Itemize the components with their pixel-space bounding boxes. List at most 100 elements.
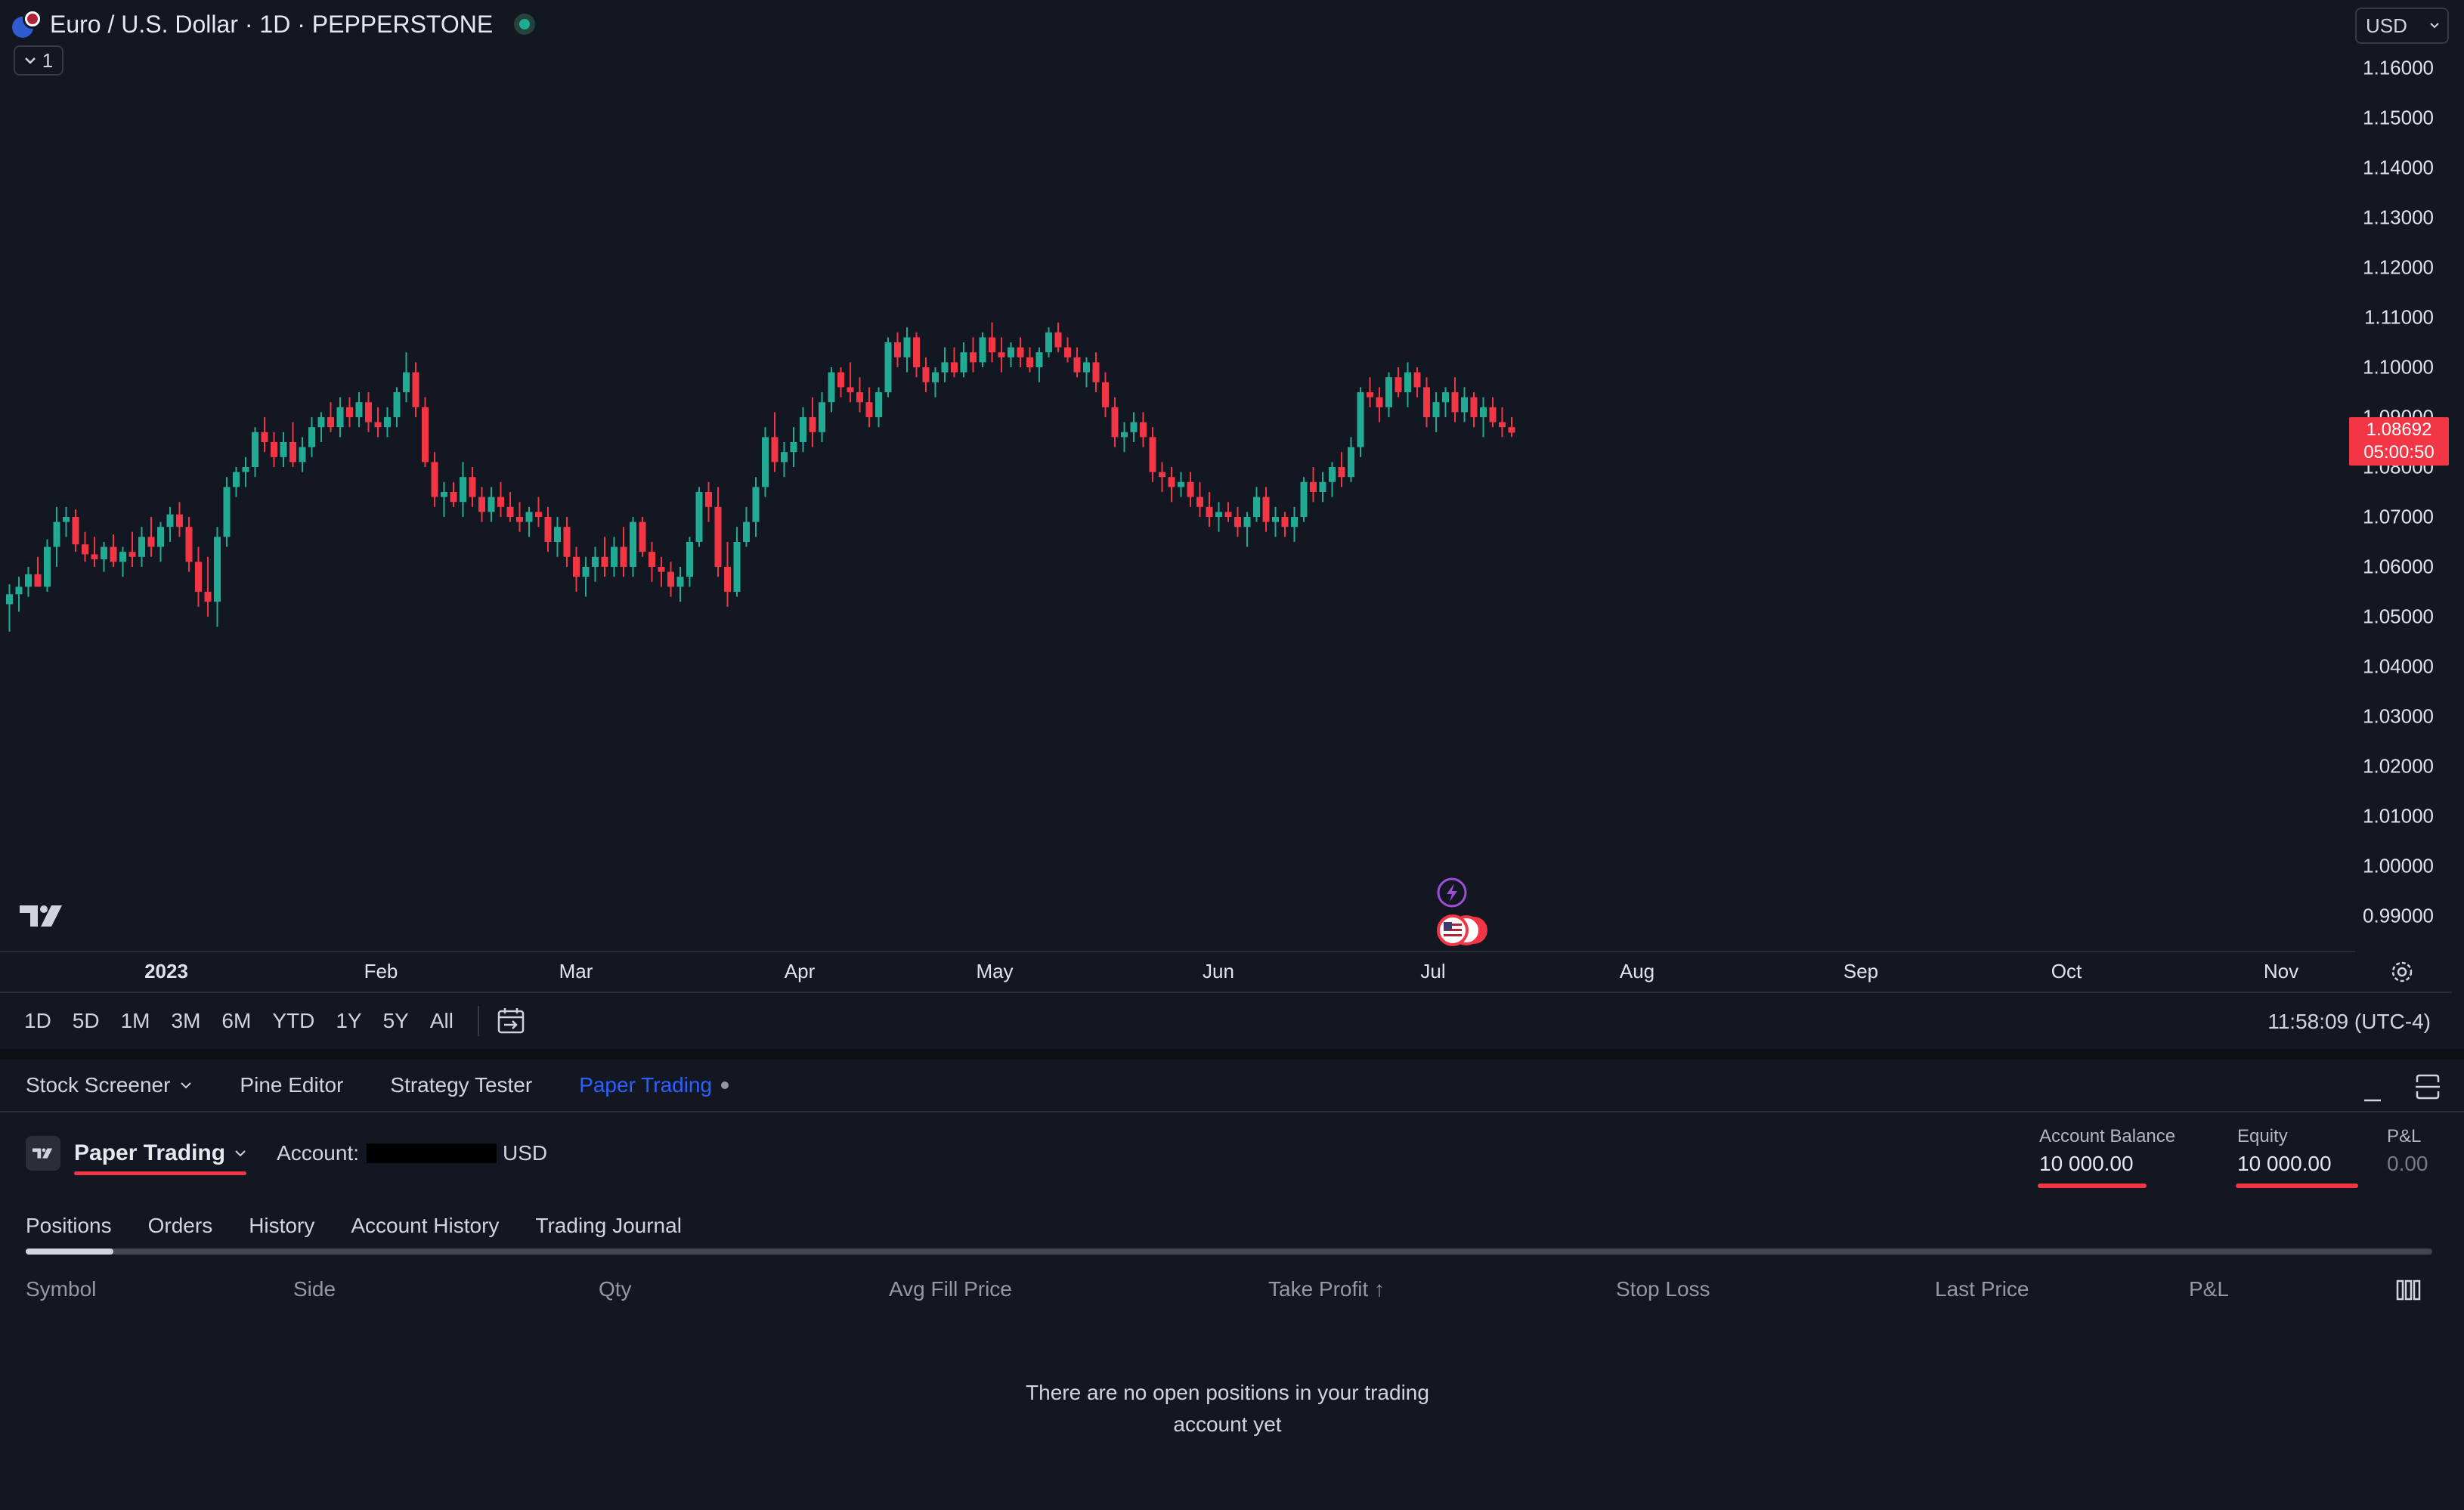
candle-body xyxy=(573,556,580,577)
candle xyxy=(280,432,287,467)
candle-body xyxy=(1395,377,1402,392)
candle xyxy=(271,432,277,467)
live-status-icon xyxy=(514,14,536,35)
candle xyxy=(242,456,249,487)
time-tick: Aug xyxy=(1619,960,1655,982)
time-axis[interactable]: 2023 Feb Mar Apr May Jun Jul Aug Sep Oct Nov xyxy=(0,951,2355,993)
candle xyxy=(478,487,485,522)
col-avg-fill-price[interactable]: Avg Fill Price xyxy=(889,1277,1012,1301)
col-qty[interactable]: Qty xyxy=(599,1277,632,1301)
panel-divider[interactable] xyxy=(0,1049,2464,1060)
range-button-1y[interactable]: 1Y xyxy=(336,1009,362,1032)
currency-select[interactable]: USD xyxy=(2355,8,2449,44)
candle-body xyxy=(1348,447,1354,478)
candle-body xyxy=(724,567,731,592)
candle-body xyxy=(800,417,806,442)
tab-pine-editor[interactable]: Pine Editor xyxy=(240,1073,343,1097)
lightning-icon[interactable] xyxy=(1436,877,1468,908)
tab-orders[interactable]: Orders xyxy=(147,1214,213,1237)
tab-stock-screener[interactable]: Stock Screener xyxy=(26,1073,193,1097)
scrollbar-thumb[interactable] xyxy=(26,1249,113,1255)
range-button-ytd[interactable]: YTD xyxy=(272,1009,315,1032)
col-symbol[interactable]: Symbol xyxy=(26,1277,97,1301)
candle-body xyxy=(1026,357,1033,367)
table-scrollbar[interactable] xyxy=(26,1249,2432,1255)
candle-body xyxy=(1130,422,1138,432)
candle-body xyxy=(157,527,164,547)
candle xyxy=(346,397,353,428)
us-flag-icon[interactable] xyxy=(1435,913,1489,948)
range-button-3m[interactable]: 3M xyxy=(171,1009,201,1032)
candle-body xyxy=(1253,497,1260,517)
tab-strategy-tester[interactable]: Strategy Tester xyxy=(390,1073,532,1097)
candle xyxy=(1102,372,1109,417)
tab-paper-trading[interactable]: Paper Trading xyxy=(579,1073,729,1097)
tab-history[interactable]: History xyxy=(249,1214,315,1237)
range-button-5d[interactable]: 5D xyxy=(72,1009,100,1032)
range-button-1m[interactable]: 1M xyxy=(120,1009,150,1032)
candle xyxy=(554,517,561,557)
candle xyxy=(101,542,107,572)
col-side[interactable]: Side xyxy=(293,1277,336,1301)
candle-body xyxy=(932,372,939,382)
tab-label: Pine Editor xyxy=(240,1073,344,1097)
col-take-profit[interactable]: Take Profit ↑ xyxy=(1268,1277,1385,1301)
candle xyxy=(819,392,825,442)
candle xyxy=(875,387,882,428)
tab-positions[interactable]: Positions xyxy=(26,1214,112,1237)
symbol-header[interactable]: Euro / U.S. Dollar · 1D · PEPPERSTONE xyxy=(12,8,536,41)
candle-body xyxy=(365,402,372,422)
candle xyxy=(1017,337,1024,367)
candle xyxy=(989,322,995,363)
timezone-clock[interactable]: 11:58:09 (UTC-4) xyxy=(2267,1010,2431,1033)
balance-label: Account Balance xyxy=(2039,1126,2176,1146)
candle xyxy=(1291,506,1298,542)
candle xyxy=(147,517,155,557)
time-tick: Sep xyxy=(1843,960,1879,982)
range-button-1d[interactable]: 1D xyxy=(24,1009,51,1032)
tab-account-history[interactable]: Account History xyxy=(351,1214,500,1237)
candle xyxy=(951,347,958,378)
price-chart[interactable] xyxy=(0,0,2464,951)
broker-name: Paper Trading xyxy=(74,1140,226,1165)
maximize-icon[interactable] xyxy=(2413,1072,2443,1102)
col-last-price[interactable]: Last Price xyxy=(1935,1277,2029,1301)
broker-select[interactable]: Paper Trading xyxy=(74,1140,247,1175)
columns-icon[interactable] xyxy=(2396,1279,2422,1301)
goto-date-icon[interactable] xyxy=(496,1006,526,1036)
candle xyxy=(1367,377,1373,407)
minimize-icon[interactable] xyxy=(2361,1081,2384,1103)
candle xyxy=(166,506,174,542)
symbol-title[interactable]: Euro / U.S. Dollar · 1D · PEPPERSTONE xyxy=(50,10,494,38)
range-button-6m[interactable]: 6M xyxy=(221,1009,252,1032)
candle-body xyxy=(1045,332,1052,353)
candle xyxy=(223,477,231,547)
col-pl[interactable]: P&L xyxy=(2189,1277,2229,1301)
candle-body xyxy=(412,372,419,407)
range-button-5y[interactable]: 5Y xyxy=(382,1009,409,1032)
currency-value: USD xyxy=(2366,14,2407,37)
candle xyxy=(1121,422,1128,453)
time-tick: Mar xyxy=(559,960,593,982)
candle-body xyxy=(1054,332,1062,348)
candle-body xyxy=(1272,517,1279,522)
candle xyxy=(308,417,315,457)
candle-body xyxy=(185,527,193,562)
candle-body xyxy=(204,592,212,602)
candle-body xyxy=(1262,497,1270,522)
candle xyxy=(384,407,391,438)
collapse-indicators-button[interactable]: 1 xyxy=(14,45,63,76)
gear-icon[interactable] xyxy=(2388,958,2416,986)
candle xyxy=(204,556,212,617)
candle xyxy=(1008,342,1014,367)
candle-body xyxy=(1310,481,1317,492)
range-button-all[interactable]: All xyxy=(429,1009,453,1032)
candle-body xyxy=(563,527,571,557)
tab-trading-journal[interactable]: Trading Journal xyxy=(535,1214,682,1237)
col-stop-loss[interactable]: Stop Loss xyxy=(1616,1277,1710,1301)
candle xyxy=(611,537,618,577)
tradingview-logo-icon[interactable] xyxy=(18,902,67,930)
candle xyxy=(1092,352,1100,392)
trading-subtabs: Positions Orders History Account History… xyxy=(26,1209,718,1242)
current-price: 1.08692 xyxy=(2366,419,2432,440)
